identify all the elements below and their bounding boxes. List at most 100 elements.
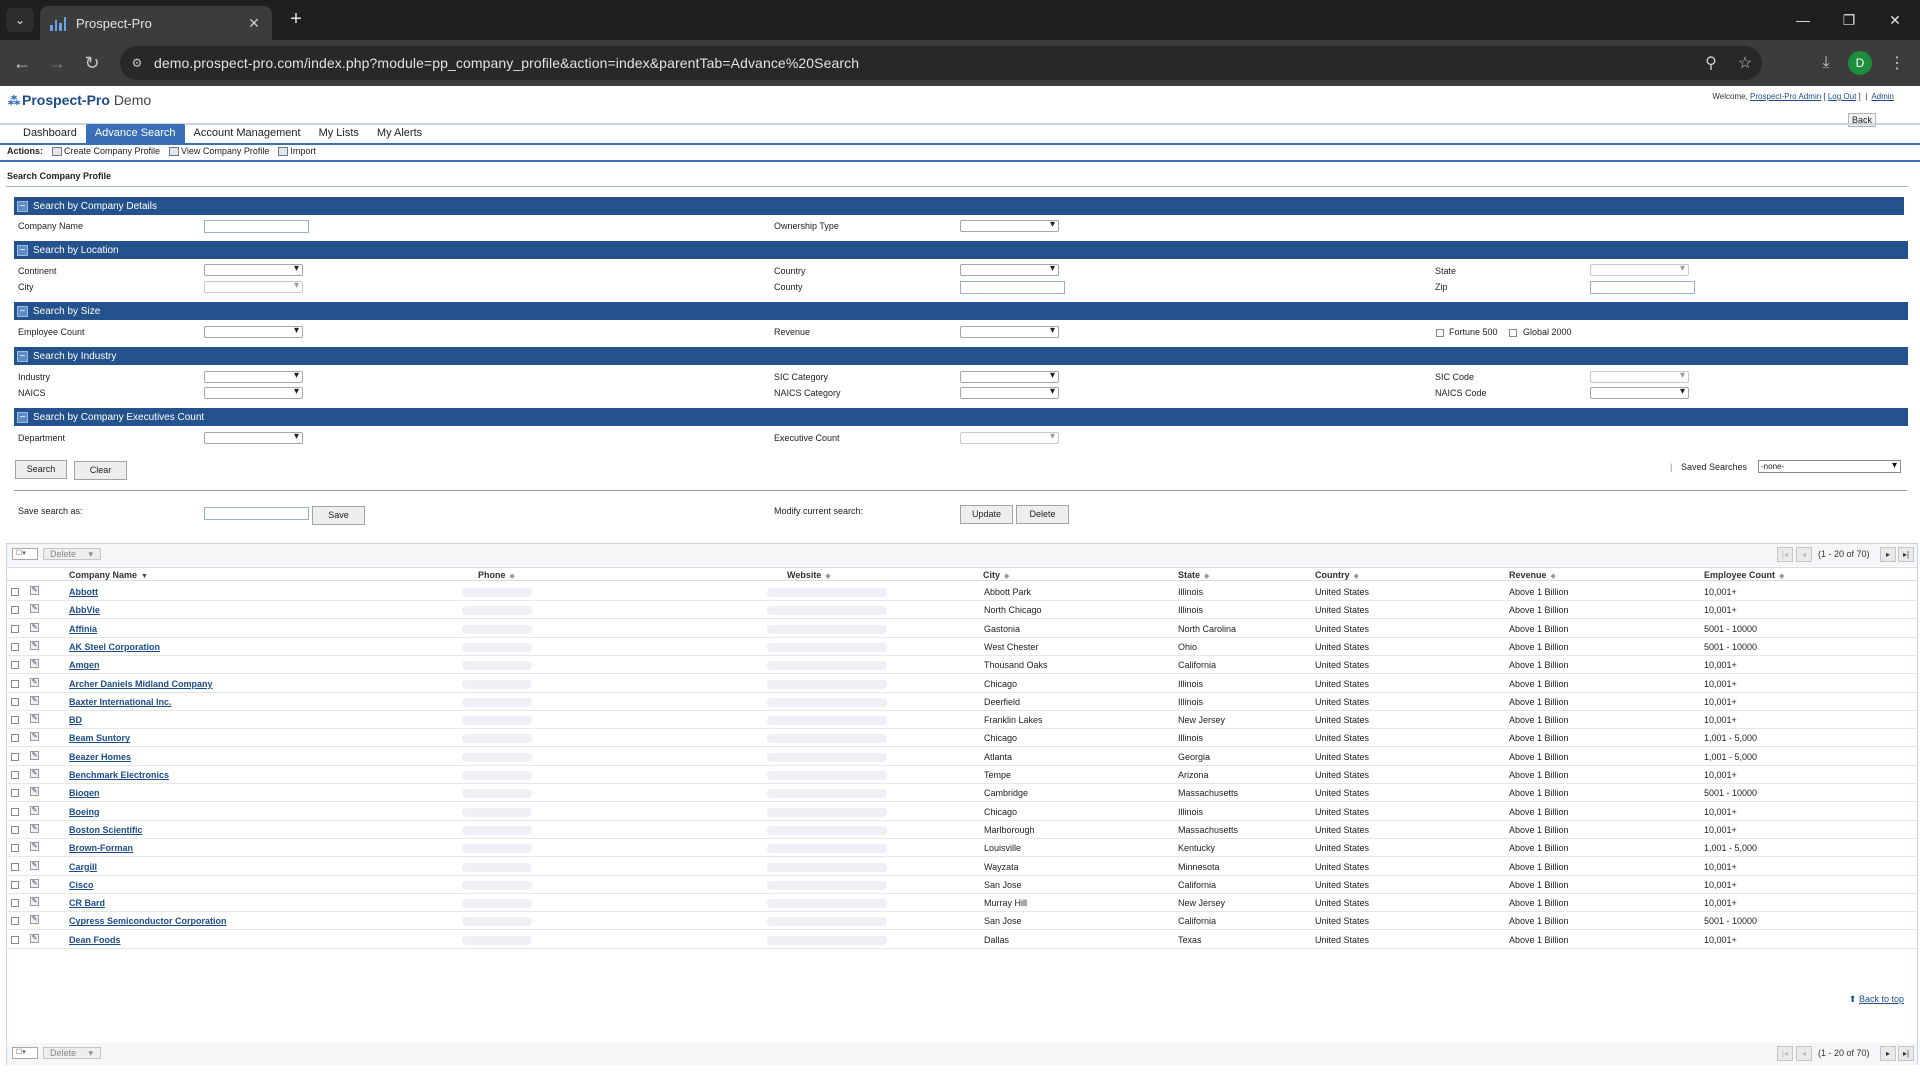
edit-icon[interactable]: ✎ <box>30 695 39 705</box>
saved-searches-select[interactable]: -none- <box>1758 460 1901 473</box>
row-checkbox[interactable] <box>11 642 19 651</box>
company-name-link[interactable]: Beazer Homes <box>69 751 132 762</box>
select-all-dropdown[interactable]: ☐▾ <box>12 548 38 560</box>
update-search-button[interactable]: Update <box>960 505 1013 524</box>
row-checkbox[interactable] <box>11 935 19 944</box>
edit-icon[interactable]: ✎ <box>30 677 39 687</box>
restore-icon[interactable]: ❐ <box>1842 11 1856 28</box>
company-name-link[interactable]: Beam Suntory <box>69 733 131 744</box>
app-logo[interactable]: ⁂ Prospect-Pro Demo <box>8 92 151 108</box>
row-checkbox[interactable] <box>11 588 19 596</box>
col-phone[interactable]: Phone ◆ <box>478 570 515 580</box>
save-search-button[interactable]: Save <box>312 506 365 525</box>
country-select[interactable] <box>960 263 1059 276</box>
row-checkbox[interactable] <box>11 880 19 889</box>
col-country[interactable]: Country ◆ <box>1315 570 1359 580</box>
window-close-icon[interactable]: ✕ <box>1889 11 1901 28</box>
ownership-type-select[interactable] <box>960 219 1059 232</box>
tab-my-lists[interactable]: My Lists <box>318 127 359 139</box>
edit-icon[interactable]: ✎ <box>30 842 39 852</box>
tab-account-management[interactable]: Account Management <box>193 127 301 139</box>
naics-category-select[interactable] <box>960 386 1059 399</box>
naics-select[interactable] <box>204 386 303 399</box>
sort-icon[interactable]: ◆ <box>1353 573 1359 580</box>
edit-icon[interactable]: ✎ <box>30 915 39 925</box>
section-executives[interactable]: − Search by Company Executives Count <box>14 408 1908 426</box>
browser-tab[interactable]: Prospect-Pro ✕ <box>40 6 272 40</box>
company-name-link[interactable]: Baxter International Inc. <box>69 696 172 707</box>
sic-category-select[interactable] <box>960 370 1059 383</box>
import-action[interactable]: Import <box>278 146 316 156</box>
sic-code-select[interactable] <box>1590 370 1689 383</box>
edit-icon[interactable]: ✎ <box>30 878 39 888</box>
edit-icon[interactable]: ✎ <box>30 604 39 614</box>
revenue-select[interactable] <box>960 325 1059 338</box>
create-company-profile-action[interactable]: Create Company Profile <box>52 146 160 156</box>
continent-select[interactable] <box>204 263 303 276</box>
company-name-link[interactable]: Biogen <box>69 788 100 799</box>
row-checkbox[interactable] <box>11 807 19 816</box>
company-name-input[interactable] <box>204 220 309 233</box>
collapse-icon[interactable]: − <box>17 350 28 362</box>
edit-icon[interactable]: ✎ <box>30 805 39 815</box>
edit-icon[interactable]: ✎ <box>30 714 39 724</box>
executive-count-select[interactable] <box>960 431 1059 444</box>
company-name-link[interactable]: Amgen <box>69 660 100 671</box>
zoom-icon[interactable]: ⚲ <box>1705 55 1717 72</box>
col-state[interactable]: State ◆ <box>1178 570 1209 580</box>
collapse-icon[interactable]: − <box>17 200 28 212</box>
download-icon[interactable]: ⤓ <box>1822 54 1830 71</box>
row-checkbox[interactable] <box>11 716 19 725</box>
forward-arrow-icon[interactable]: → <box>48 52 66 73</box>
row-checkbox[interactable] <box>11 825 19 834</box>
sort-icon[interactable]: ◆ <box>1204 573 1210 580</box>
sort-desc-icon[interactable]: ▼ <box>141 573 148 580</box>
tab-dashboard[interactable]: Dashboard <box>23 127 77 139</box>
company-name-link[interactable]: Boston Scientific <box>69 824 143 835</box>
logout-link[interactable]: Log Out <box>1827 92 1857 101</box>
row-checkbox[interactable] <box>11 862 19 871</box>
row-checkbox[interactable] <box>11 899 19 908</box>
mass-delete-button[interactable]: Delete ▾ <box>43 548 101 560</box>
sort-icon[interactable]: ◆ <box>1004 573 1010 580</box>
section-location[interactable]: − Search by Location <box>14 241 1908 259</box>
next-page-icon[interactable]: ▸ <box>1880 547 1896 562</box>
tab-my-alerts[interactable]: My Alerts <box>376 127 423 139</box>
last-page-icon[interactable]: ▸| <box>1898 547 1914 562</box>
collapse-icon[interactable]: − <box>17 305 28 317</box>
row-checkbox[interactable] <box>11 917 19 926</box>
col-website[interactable]: Website ◆ <box>787 570 831 580</box>
industry-select[interactable] <box>204 370 303 383</box>
save-search-name-input[interactable] <box>204 507 309 520</box>
section-size[interactable]: − Search by Size <box>14 302 1908 320</box>
back-arrow-icon[interactable]: ← <box>13 52 31 73</box>
edit-icon[interactable]: ✎ <box>30 933 39 943</box>
site-info-icon[interactable]: ⚙ <box>131 56 143 70</box>
company-name-link[interactable]: Cisco <box>69 879 94 890</box>
company-name-link[interactable]: Dean Foods <box>69 934 121 945</box>
employee-count-select[interactable] <box>204 325 303 338</box>
row-checkbox[interactable] <box>11 697 19 706</box>
col-revenue[interactable]: Revenue ◆ <box>1509 570 1556 580</box>
company-name-link[interactable]: Benchmark Electronics <box>69 770 170 780</box>
sort-icon[interactable]: ◆ <box>509 573 515 580</box>
row-checkbox[interactable] <box>11 752 19 761</box>
tab-search-icon[interactable]: ⌄ <box>6 8 34 32</box>
row-checkbox[interactable] <box>11 661 19 670</box>
search-button[interactable]: Search <box>15 460 67 479</box>
admin-link[interactable]: Admin <box>1871 92 1894 101</box>
new-tab-icon[interactable]: + <box>290 8 302 30</box>
edit-icon[interactable]: ✎ <box>30 732 39 742</box>
address-bar[interactable]: ⚙ demo.prospect-pro.com/index.php?module… <box>120 46 1762 80</box>
row-checkbox[interactable] <box>11 606 19 615</box>
profile-avatar[interactable]: D <box>1848 51 1872 75</box>
naics-code-select[interactable] <box>1590 386 1689 399</box>
company-name-link[interactable]: Boeing <box>69 806 100 817</box>
company-name-link[interactable]: Affinia <box>69 623 97 634</box>
col-employee-count[interactable]: Employee Count ◆ <box>1704 570 1784 580</box>
company-name-link[interactable]: Cargill <box>69 861 98 872</box>
edit-icon[interactable]: ✎ <box>30 897 39 907</box>
select-all-dropdown[interactable]: ☐▾ <box>12 1047 38 1059</box>
company-name-link[interactable]: Abbott <box>69 587 98 597</box>
company-name-link[interactable]: AbbVie <box>69 605 100 616</box>
